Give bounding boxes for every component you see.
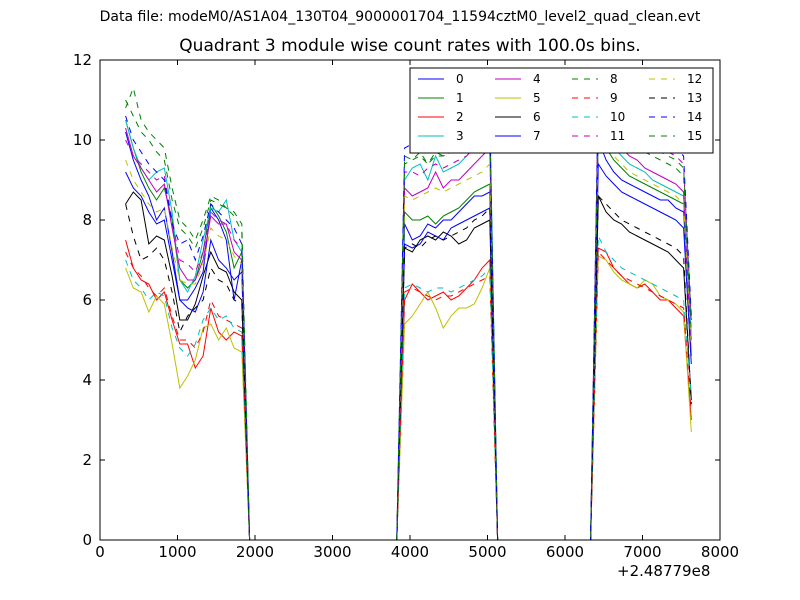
y-tick-label: 12 (73, 51, 92, 69)
series-line-15 (125, 86, 692, 540)
x-axis-offset-label: +2.48779e8 (617, 562, 711, 580)
series-line-11 (125, 90, 692, 540)
series-line-13 (125, 194, 692, 540)
x-tick-label: 7000 (623, 543, 661, 561)
series-line-14 (125, 86, 692, 540)
legend-label-10: 10 (610, 110, 625, 124)
legend-label-11: 11 (610, 129, 625, 143)
legend-label-4: 4 (533, 72, 541, 86)
figure-suptitle: Data file: modeM0/AS1A04_130T04_90000017… (99, 9, 701, 25)
legend-label-1: 1 (456, 91, 464, 105)
legend-label-5: 5 (533, 91, 541, 105)
series-line-2 (125, 239, 692, 540)
series-line-5 (125, 255, 692, 540)
legend-label-2: 2 (456, 110, 464, 124)
series-line-10 (125, 235, 692, 540)
legend-label-3: 3 (456, 129, 464, 143)
y-tick-label: 8 (82, 211, 92, 229)
series-line-1 (125, 119, 692, 540)
legend-label-0: 0 (456, 72, 464, 86)
axis-ticks: 0 1000 2000 3000 4000 5000 6000 7000 80000246810… (73, 51, 739, 561)
legend-label-6: 6 (533, 110, 541, 124)
x-tick-label: 1000 (158, 543, 196, 561)
legend-label-7: 7 (533, 129, 541, 143)
y-tick-label: 10 (73, 131, 92, 149)
y-tick-label: 2 (82, 451, 92, 469)
x-tick-label: 8000 (701, 543, 739, 561)
x-tick-label: 3000 (313, 543, 351, 561)
y-tick-label: 4 (82, 371, 92, 389)
x-tick-label: 2000 (236, 543, 274, 561)
series-layer (125, 86, 692, 540)
x-tick-label: 0 (95, 543, 105, 561)
legend-label-15: 15 (687, 129, 702, 143)
legend-box (409, 67, 714, 154)
legend-label-8: 8 (610, 72, 618, 86)
series-line-12 (125, 130, 692, 540)
legend-label-12: 12 (687, 72, 702, 86)
legend-label-9: 9 (610, 91, 618, 105)
series-line-7 (125, 162, 692, 540)
series-line-0 (125, 131, 692, 540)
y-tick-label: 0 (82, 531, 92, 549)
y-tick-label: 6 (82, 291, 92, 309)
legend-label-13: 13 (687, 91, 702, 105)
x-tick-label: 6000 (546, 543, 584, 561)
legend-label-14: 14 (687, 110, 702, 124)
chart-title: Quadrant 3 module wise count rates with … (179, 36, 641, 56)
x-tick-label: 5000 (468, 543, 506, 561)
series-line-9 (125, 250, 692, 540)
x-tick-label: 4000 (391, 543, 429, 561)
